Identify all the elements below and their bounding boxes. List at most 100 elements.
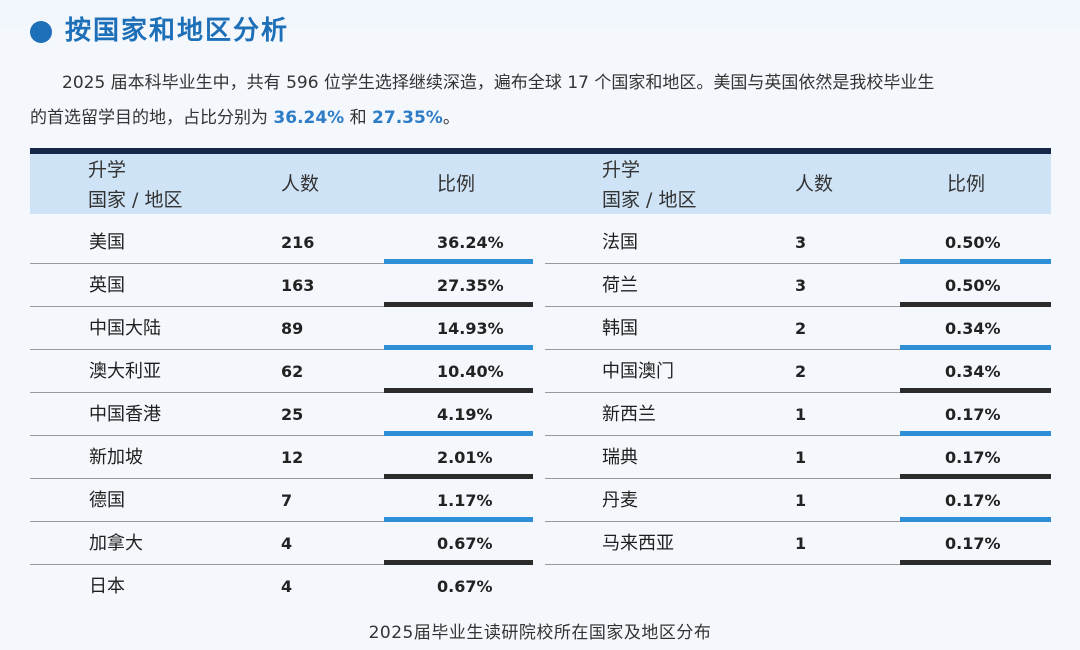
count-cell: 62 [281,362,304,381]
ratio-cell: 1.17% [437,491,493,510]
ratio-underline-bar [384,560,533,565]
header-ratio-right: 比例 [947,173,986,195]
country-cell: 荷兰 [602,275,638,296]
count-cell: 7 [281,491,293,510]
row-divider [545,564,1051,565]
row-divider [545,435,1051,436]
country-cell: 中国澳门 [602,361,674,382]
ratio-cell: 10.40% [437,362,504,381]
count-cell: 1 [795,534,807,553]
country-cell: 英国 [89,275,125,296]
table-caption: 2025届毕业生读研院校所在国家及地区分布 [368,623,712,643]
row-divider [30,478,533,479]
count-cell: 4 [281,534,293,553]
table-row-left: 英国 163 27.35% [30,264,533,307]
ratio-cell: 0.67% [437,577,493,596]
ratio-underline-bar [900,345,1051,350]
ratio-underline-bar [384,388,533,393]
table-row-left: 德国 7 1.17% [30,479,533,522]
table-row-right: 韩国 2 0.34% [545,307,1051,350]
ratio-underline-bar [900,474,1051,479]
country-cell: 韩国 [602,318,638,339]
country-cell: 澳大利亚 [89,361,161,382]
table-row-left: 中国大陆 89 14.93% [30,307,533,350]
row-divider [30,263,533,264]
row-divider [30,521,533,522]
country-cell: 中国香港 [89,404,161,425]
count-cell: 3 [795,233,807,252]
row-divider [30,306,533,307]
ratio-cell: 0.50% [945,276,1001,295]
line2-suffix: 。 [442,108,460,128]
ratio-underline-bar [384,259,533,264]
row-divider [30,564,533,565]
top-strip [0,0,1080,26]
table-row-right: 马来西亚 1 0.17% [545,522,1051,565]
country-cell: 日本 [89,576,125,597]
country-cell: 法国 [602,232,638,253]
country-cell: 德国 [89,490,125,511]
us-share-highlight: 36.24% [273,108,345,128]
table-row-left: 中国香港 25 4.19% [30,393,533,436]
intro-paragraph-line2: 的首选留学目的地，占比分别为 36.24% 和 27.35%。 [30,107,1054,129]
country-cell: 新加坡 [89,447,143,468]
count-cell: 12 [281,448,304,467]
ratio-cell: 0.34% [945,319,1001,338]
ratio-underline-bar [384,431,533,436]
count-cell: 1 [795,448,807,467]
row-divider [545,521,1051,522]
country-cell: 马来西亚 [602,533,674,554]
ratio-underline-bar [900,431,1051,436]
row-divider [30,349,533,350]
header-count-left: 人数 [281,173,320,195]
table-row-left: 美国 216 36.24% [30,221,533,264]
country-cell: 美国 [89,232,125,253]
row-divider [30,392,533,393]
table-top-border [30,148,1051,154]
table-row-left: 加拿大 4 0.67% [30,522,533,565]
ratio-cell: 0.17% [945,448,1001,467]
ratio-underline-bar [384,517,533,522]
count-cell: 1 [795,491,807,510]
ratio-cell: 2.01% [437,448,493,467]
ratio-underline-bar [384,345,533,350]
header-count-right: 人数 [795,173,834,195]
table-row-right: 瑞典 1 0.17% [545,436,1051,479]
ratio-cell: 27.35% [437,276,504,295]
country-cell: 新西兰 [602,404,656,425]
count-cell: 4 [281,577,293,596]
country-cell: 中国大陆 [89,318,161,339]
table-row-right: 中国澳门 2 0.34% [545,350,1051,393]
ratio-cell: 14.93% [437,319,504,338]
table-row-right: 丹麦 1 0.17% [545,479,1051,522]
ratio-underline-bar [900,259,1051,264]
count-cell: 3 [795,276,807,295]
line2-connector: 和 [344,108,373,128]
count-cell: 163 [281,276,315,295]
row-divider [30,435,533,436]
table-row-right: 法国 3 0.50% [545,221,1051,264]
intro-paragraph-line1: 2025 届本科毕业生中，共有 596 位学生选择继续深造，遍布全球 17 个国… [62,73,935,93]
ratio-underline-bar [384,474,533,479]
table-row-left: 新加坡 12 2.01% [30,436,533,479]
row-divider [545,263,1051,264]
table-row-left: 日本 4 0.67% [30,565,533,608]
header-country-right: 升学 国家 / 地区 [602,159,697,211]
ratio-cell: 0.17% [945,534,1001,553]
country-cell: 瑞典 [602,447,638,468]
ratio-cell: 0.67% [437,534,493,553]
count-cell: 216 [281,233,315,252]
table-row-right: 新西兰 1 0.17% [545,393,1051,436]
line2-prefix: 的首选留学目的地，占比分别为 [30,108,274,128]
ratio-underline-bar [900,388,1051,393]
ratio-cell: 4.19% [437,405,493,424]
ratio-cell: 0.17% [945,405,1001,424]
ratio-cell: 0.17% [945,491,1001,510]
count-cell: 2 [795,319,807,338]
count-cell: 2 [795,362,807,381]
ratio-cell: 36.24% [437,233,504,252]
row-divider [545,392,1051,393]
row-divider [545,349,1051,350]
section-title: 按国家和地区分析 [65,16,290,46]
row-divider [545,478,1051,479]
